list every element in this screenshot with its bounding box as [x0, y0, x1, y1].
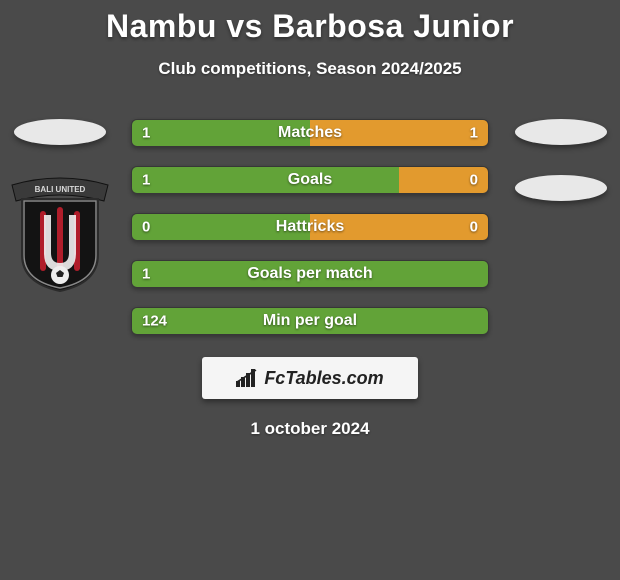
crest-banner-text: BALI UNITED: [34, 185, 85, 194]
stat-label: Matches: [278, 124, 342, 142]
stat-row: 1 Goals per match: [131, 260, 489, 288]
stat-row: 0 Hattricks 0: [131, 213, 489, 241]
stat-row: 1 Goals 0: [131, 166, 489, 194]
attribution-text: FcTables.com: [264, 368, 383, 389]
left-column: BALI UNITED: [12, 119, 107, 293]
stat-bar-left: [132, 167, 399, 193]
stat-value-right: 0: [470, 219, 478, 236]
stat-value-left: 1: [142, 172, 150, 189]
stat-value-left: 1: [142, 266, 150, 283]
date-label: 1 october 2024: [0, 419, 620, 439]
stat-row: 1 Matches 1: [131, 119, 489, 147]
stat-label: Min per goal: [263, 312, 357, 330]
page-title: Nambu vs Barbosa Junior: [0, 8, 620, 45]
attribution-badge: FcTables.com: [202, 357, 418, 399]
stats-column: 1 Matches 1 1 Goals 0 0 Hattricks 0 1 Goals per ma…: [107, 119, 513, 335]
stat-value-left: 0: [142, 219, 150, 236]
stat-row: 124 Min per goal: [131, 307, 489, 335]
player-oval-left: [14, 119, 106, 145]
comparison-panel: BALI UNITED 1Matches11Goals00Hattricks01…: [0, 119, 620, 335]
stat-value-right: 0: [470, 172, 478, 189]
bars-icon: [236, 369, 258, 387]
stat-label: Goals per match: [247, 265, 372, 283]
stat-value-left: 124: [142, 313, 167, 330]
footer: FcTables.com 1 october 2024: [0, 357, 620, 439]
stat-value-left: 1: [142, 125, 150, 142]
subtitle: Club competitions, Season 2024/2025: [0, 59, 620, 79]
right-column: [513, 119, 608, 201]
player-oval-right-1: [515, 119, 607, 145]
player-oval-right-2: [515, 175, 607, 201]
stat-label: Goals: [288, 171, 332, 189]
stat-value-right: 1: [470, 125, 478, 142]
team-crest-icon: BALI UNITED: [10, 175, 110, 293]
stat-label: Hattricks: [276, 218, 344, 236]
